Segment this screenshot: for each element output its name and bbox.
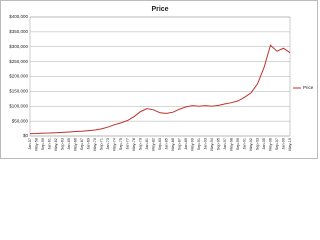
chart: Price $0 $50,000 $100,000 $150,000 $200,000 $… — [0, 0, 318, 159]
x-tick-label: Jan-97 — [223, 138, 227, 150]
x-tick-label: May-06 — [269, 138, 273, 151]
chart-frame — [0, 0, 318, 159]
x-tick-label: May-90 — [191, 138, 195, 151]
x-tick-label: May-74 — [113, 138, 117, 151]
x-tick-label: Jan-69 — [87, 138, 91, 150]
x-tick-label: Sep-91 — [197, 138, 201, 150]
x-tick-label: Jan-89 — [184, 138, 188, 150]
x-tick-label: Sep-63 — [61, 138, 65, 150]
page: {"chart_data": {"type": "line", "title":… — [0, 0, 318, 159]
x-tick-label: Jan-01 — [243, 138, 247, 150]
x-tick-label: May-02 — [249, 138, 253, 151]
x-tick-label: May-58 — [35, 138, 39, 151]
x-tick-label: Sep-79 — [139, 138, 143, 150]
x-tick-label: May-86 — [171, 138, 175, 151]
y-tick-label: $200,000 — [9, 74, 28, 79]
x-tick-label: May-98 — [230, 138, 234, 151]
x-tick-label: May-78 — [132, 138, 136, 151]
x-tick-label: Jan-61 — [48, 138, 52, 150]
x-tick-label: Jan-65 — [67, 138, 71, 150]
x-tick-label: Sep-95 — [217, 138, 221, 150]
y-tick-label: $350,000 — [9, 29, 28, 34]
x-tick-label: Jan-57 — [28, 138, 32, 150]
x-tick-label: May-82 — [152, 138, 156, 151]
x-tick-label: Jan-05 — [262, 138, 266, 150]
legend-label: Price — [303, 85, 314, 90]
y-tick-label: $250,000 — [9, 59, 28, 64]
y-tick-label: $0 — [23, 133, 29, 138]
x-tick-label: Sep-67 — [80, 138, 84, 150]
price-line — [29, 44, 291, 135]
x-tick-label: May-70 — [93, 138, 97, 151]
x-tick-label: Jan-85 — [165, 138, 169, 150]
y-tick-label: $100,000 — [9, 103, 28, 108]
x-tick-label: Jan-09 — [282, 138, 286, 150]
x-tick-label: Jan-81 — [145, 138, 149, 150]
chart-title: Price — [151, 6, 168, 13]
y-tick-label: $150,000 — [9, 89, 28, 94]
x-tick-label: Sep-03 — [256, 138, 260, 150]
x-tick-label: Sep-75 — [119, 138, 123, 150]
x-tick-label: Jan-77 — [126, 138, 130, 150]
x-tick-label: Jan-93 — [204, 138, 208, 150]
x-tick-label: Jan-73 — [106, 138, 110, 150]
x-tick-label: May-62 — [54, 138, 58, 151]
x-tick-label: May-94 — [210, 138, 214, 151]
y-tick-label: $400,000 — [9, 14, 28, 19]
x-tick-label: Sep-99 — [236, 138, 240, 150]
x-tick-label: Sep-83 — [158, 138, 162, 150]
x-tick-label: Sep-71 — [100, 138, 104, 150]
y-tick-label: $50,000 — [12, 118, 29, 123]
x-tick-label: Sep-07 — [275, 138, 279, 150]
x-tick-label: May-10 — [288, 138, 292, 151]
y-tick-label: $300,000 — [9, 44, 28, 49]
x-tick-label: May-66 — [74, 138, 78, 151]
x-tick-label: Sep-59 — [41, 138, 45, 150]
x-tick-label: Sep-87 — [178, 138, 182, 150]
